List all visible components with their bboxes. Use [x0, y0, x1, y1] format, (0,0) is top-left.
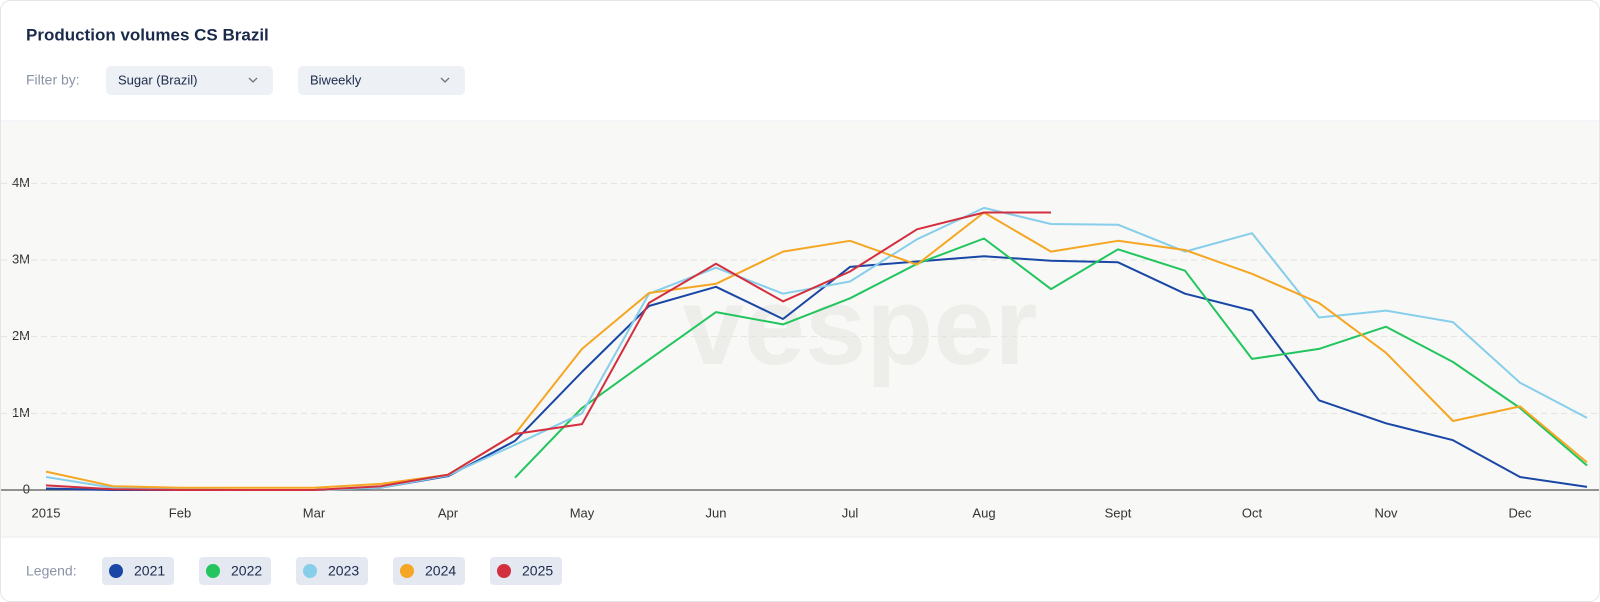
x-tick-label: Apr: [438, 505, 459, 520]
dropdown-box[interactable]: [106, 66, 273, 95]
legend-swatch[interactable]: [303, 564, 317, 578]
legend-entry[interactable]: 2025: [522, 563, 553, 579]
series-line: [45, 211, 1588, 489]
dropdown-value[interactable]: Biweekly: [310, 72, 362, 87]
plot-band: [1, 121, 1599, 537]
x-tick-label: Jul: [842, 505, 859, 520]
legend-label: Legend:: [26, 563, 77, 579]
legend-swatch[interactable]: [206, 564, 220, 578]
y-tick-label: 3M: [12, 251, 30, 266]
x-tick-label: Oct: [1242, 505, 1263, 520]
x-tick-label: Nov: [1374, 505, 1398, 520]
dropdown-box[interactable]: [298, 66, 465, 95]
legend-chip-bg[interactable]: [102, 557, 174, 585]
legend-entry[interactable]: 2021: [134, 563, 165, 579]
filter-label: Filter by:: [26, 72, 80, 88]
legend-chip-bg[interactable]: [393, 557, 465, 585]
page-title: Production volumes CS Brazil: [26, 25, 269, 44]
dropdown[interactable]: Biweekly: [298, 66, 465, 95]
watermark: vesper: [683, 265, 1038, 388]
legend-swatch[interactable]: [400, 564, 414, 578]
chevron[interactable]: [440, 77, 450, 83]
series-line: [45, 211, 1051, 491]
x-tick-label: Feb: [169, 505, 191, 520]
x-tick-label: Sept: [1105, 505, 1132, 520]
legend-swatch[interactable]: [109, 564, 123, 578]
legend-chip[interactable]: 2022: [199, 557, 271, 585]
legend-entry[interactable]: 2022: [231, 563, 262, 579]
x-tick-label: 2015: [32, 505, 61, 520]
y-tick-label: 2M: [12, 328, 30, 343]
legend-chip[interactable]: 2023: [296, 557, 368, 585]
x-tick-label: May: [570, 505, 595, 520]
legend-chip[interactable]: 2021: [102, 557, 174, 585]
dropdown[interactable]: Sugar (Brazil): [106, 66, 273, 95]
legend-chip-bg[interactable]: [296, 557, 368, 585]
series-line: [514, 237, 1588, 479]
legend-chip[interactable]: 2025: [490, 557, 562, 585]
x-tick-label: Dec: [1508, 505, 1532, 520]
legend-chip-bg[interactable]: [199, 557, 271, 585]
x-tick-label: Aug: [972, 505, 995, 520]
dropdown-value[interactable]: Sugar (Brazil): [118, 72, 197, 87]
legend-chip-bg[interactable]: [490, 557, 562, 585]
legend-swatch[interactable]: [497, 564, 511, 578]
y-tick-label: 0: [23, 481, 30, 496]
y-tick-label: 4M: [12, 175, 30, 190]
x-tick-label: Jun: [706, 505, 727, 520]
x-tick-label: Mar: [303, 505, 326, 520]
legend-entry[interactable]: 2023: [328, 563, 359, 579]
chevron[interactable]: [248, 77, 258, 83]
legend-chip[interactable]: 2024: [393, 557, 465, 585]
legend-entry[interactable]: 2024: [425, 563, 456, 579]
y-tick-label: 1M: [12, 405, 30, 420]
